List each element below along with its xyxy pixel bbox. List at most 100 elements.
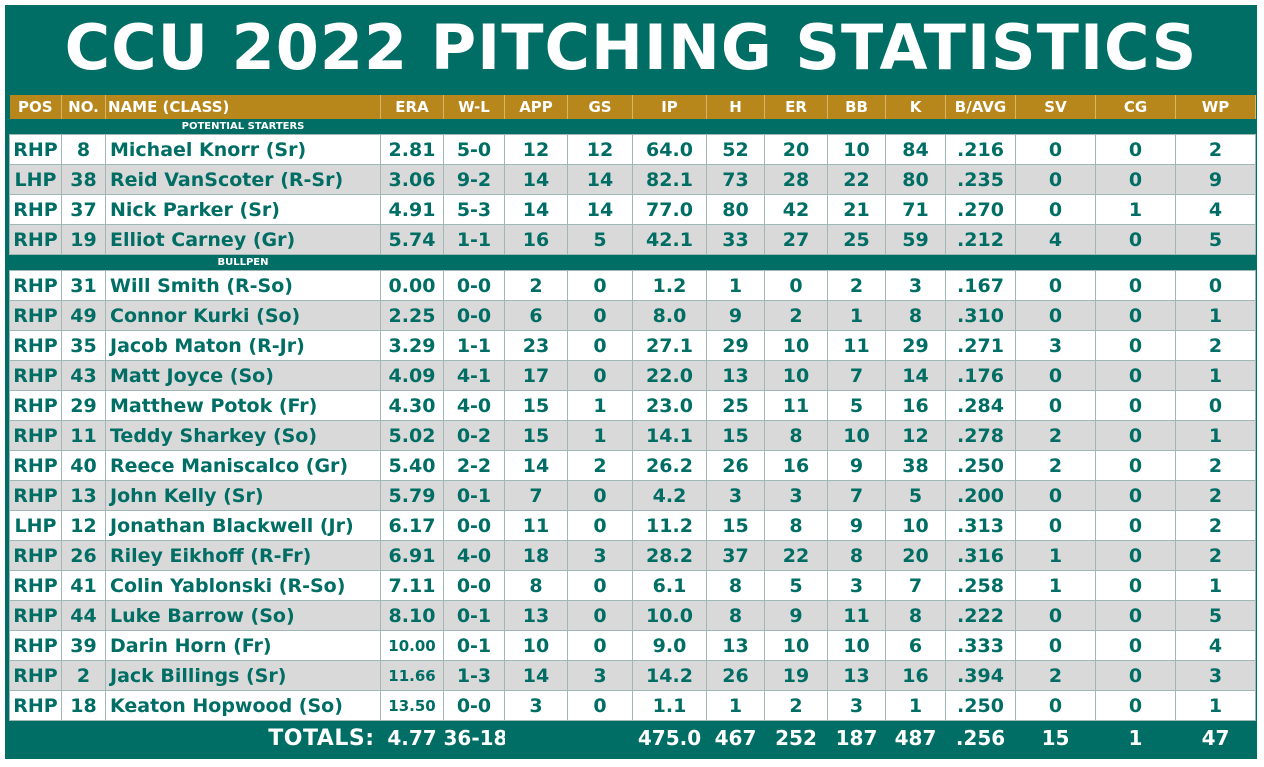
cell-h: 26	[706, 450, 765, 481]
cell-no: 13	[61, 480, 106, 511]
cell-no: 37	[61, 194, 106, 225]
column-header-wl: W-L	[443, 95, 505, 119]
total-er: 252	[764, 720, 828, 755]
cell-pos: RHP	[9, 420, 62, 451]
cell-wp: 0	[1175, 390, 1256, 421]
cell-pos: RHP	[9, 360, 62, 391]
cell-bavg: .270	[945, 194, 1016, 225]
cell-wp: 4	[1175, 630, 1256, 661]
table-body: POTENTIAL STARTERS RHP 8 Michael Knorr (Sr)…	[9, 119, 1256, 755]
cell-ip: 6.1	[632, 570, 707, 601]
cell-gs: 3	[567, 660, 633, 691]
cell-pos: RHP	[9, 540, 62, 571]
column-header-h: H	[706, 95, 765, 119]
cell-era: 7.11	[380, 570, 444, 601]
cell-era: 2.81	[380, 134, 444, 165]
cell-app: 17	[504, 360, 568, 391]
player-row: RHP 19 Elliot Carney (Gr) 5.74 1-1 16 5 42.1 33 2…	[9, 224, 1256, 255]
cell-k: 29	[885, 330, 946, 361]
cell-app: 23	[504, 330, 568, 361]
player-row: RHP 35 Jacob Maton (R-Jr) 3.29 1-1 23 0 27.1 29 1…	[9, 330, 1256, 361]
section-spacer	[380, 254, 1256, 271]
column-header-k: K	[885, 95, 946, 119]
cell-h: 26	[706, 660, 765, 691]
cell-er: 2	[764, 300, 828, 331]
cell-ip: 4.2	[632, 480, 707, 511]
cell-bb: 8	[827, 540, 886, 571]
player-row: RHP 44 Luke Barrow (So) 8.10 0-1 13 0 10.0 8 9 11 8…	[9, 600, 1256, 631]
cell-k: 16	[885, 660, 946, 691]
cell-k: 80	[885, 164, 946, 195]
cell-cg: 0	[1095, 420, 1176, 451]
column-header-pos: POS	[9, 95, 62, 119]
cell-ip: 1.1	[632, 690, 707, 721]
cell-no: 40	[61, 450, 106, 481]
cell-h: 15	[706, 510, 765, 541]
cell-wl: 4-1	[443, 360, 505, 391]
cell-no: 18	[61, 690, 106, 721]
cell-era: 5.74	[380, 224, 444, 255]
cell-cg: 0	[1095, 540, 1176, 571]
total-bb: 187	[827, 720, 886, 755]
cell-h: 29	[706, 330, 765, 361]
cell-k: 84	[885, 134, 946, 165]
cell-name: Teddy Sharkey (So)	[105, 420, 381, 451]
cell-ip: 27.1	[632, 330, 707, 361]
cell-name: Riley Eikhoff (R-Fr)	[105, 540, 381, 571]
player-row: RHP 31 Will Smith (R-So) 0.00 0-0 2 0 1.2 1 0 2 3.1…	[9, 270, 1256, 301]
cell-pos: RHP	[9, 300, 62, 331]
cell-name: Matt Joyce (So)	[105, 360, 381, 391]
cell-era: 5.40	[380, 450, 444, 481]
column-header-name: NAME (CLASS)	[105, 95, 381, 119]
cell-name: Colin Yablonski (R-So)	[105, 570, 381, 601]
player-row: RHP 2 Jack Billings (Sr) 11.66 1-3 14 3 14.2 26 1…	[9, 660, 1256, 691]
cell-gs: 3	[567, 540, 633, 571]
cell-name: Nick Parker (Sr)	[105, 194, 381, 225]
cell-ip: 22.0	[632, 360, 707, 391]
cell-ip: 9.0	[632, 630, 707, 661]
cell-era: 3.29	[380, 330, 444, 361]
cell-er: 20	[764, 134, 828, 165]
cell-name: Matthew Potok (Fr)	[105, 390, 381, 421]
cell-app: 15	[504, 420, 568, 451]
totals-label: TOTALS:	[9, 720, 381, 755]
cell-bavg: .216	[945, 134, 1016, 165]
cell-app: 14	[504, 450, 568, 481]
cell-app: 14	[504, 660, 568, 691]
cell-pos: RHP	[9, 570, 62, 601]
cell-name: Jonathan Blackwell (Jr)	[105, 510, 381, 541]
cell-no: 44	[61, 600, 106, 631]
cell-cg: 0	[1095, 510, 1176, 541]
cell-sv: 0	[1015, 630, 1096, 661]
cell-k: 8	[885, 600, 946, 631]
cell-sv: 0	[1015, 510, 1096, 541]
cell-app: 12	[504, 134, 568, 165]
cell-h: 25	[706, 390, 765, 421]
cell-era: 3.06	[380, 164, 444, 195]
cell-h: 37	[706, 540, 765, 571]
cell-wp: 2	[1175, 450, 1256, 481]
cell-wl: 9-2	[443, 164, 505, 195]
cell-k: 14	[885, 360, 946, 391]
cell-bb: 9	[827, 450, 886, 481]
cell-app: 10	[504, 630, 568, 661]
cell-era: 5.79	[380, 480, 444, 511]
cell-no: 38	[61, 164, 106, 195]
player-row: RHP 13 John Kelly (Sr) 5.79 0-1 7 0 4.2 3 3 7 5.200…	[9, 480, 1256, 511]
cell-era: 2.25	[380, 300, 444, 331]
cell-pos: RHP	[9, 270, 62, 301]
cell-app: 2	[504, 270, 568, 301]
cell-wp: 1	[1175, 570, 1256, 601]
player-row: RHP 39 Darin Horn (Fr) 10.00 0-1 10 0 9.0 13 10 10…	[9, 630, 1256, 661]
cell-wp: 3	[1175, 660, 1256, 691]
section-spacer	[9, 119, 106, 135]
cell-wp: 4	[1175, 194, 1256, 225]
cell-er: 16	[764, 450, 828, 481]
total-ip: 475.0	[632, 720, 707, 755]
cell-wl: 5-3	[443, 194, 505, 225]
cell-wl: 1-3	[443, 660, 505, 691]
cell-bb: 7	[827, 360, 886, 391]
cell-cg: 0	[1095, 390, 1176, 421]
cell-pos: RHP	[9, 390, 62, 421]
cell-er: 28	[764, 164, 828, 195]
